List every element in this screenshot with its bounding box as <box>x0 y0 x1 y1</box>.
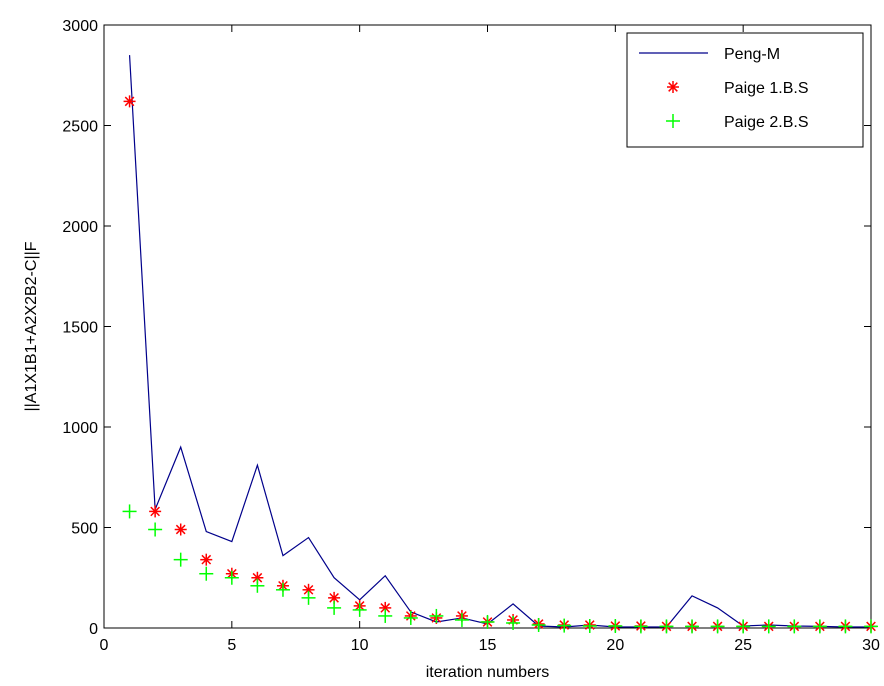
plus-marker <box>454 612 469 627</box>
y-tick-label: 500 <box>71 521 98 538</box>
x-tick-label: 30 <box>862 637 880 654</box>
x-axis-label: iteration numbers <box>426 664 550 681</box>
star-marker <box>149 505 162 518</box>
legend-plus-swatch <box>666 114 680 128</box>
y-tick-label: 0 <box>89 621 98 638</box>
plus-marker <box>736 619 751 634</box>
plus-marker <box>659 619 674 634</box>
star-marker <box>251 571 264 584</box>
legend-item: Paige 1.B.S <box>667 80 809 97</box>
y-tick-label: 2000 <box>62 219 98 236</box>
x-tick-label: 5 <box>227 637 236 654</box>
plus-marker <box>378 608 393 623</box>
legend-star-swatch <box>667 81 679 93</box>
plus-marker <box>506 615 521 630</box>
plus-marker <box>582 618 597 633</box>
star-marker <box>123 95 136 108</box>
plus-marker <box>685 619 700 634</box>
plus-marker <box>761 619 776 634</box>
legend: Peng-M Paige 1.B.S Paige 2.B.S <box>626 32 864 148</box>
plus-marker <box>250 578 265 593</box>
plus-marker <box>633 619 648 634</box>
y-tick-label: 1500 <box>62 320 98 337</box>
plus-marker <box>429 608 444 623</box>
plus-marker <box>352 602 367 617</box>
plus-marker <box>327 600 342 615</box>
plus-marker <box>838 619 853 634</box>
plus-marker <box>148 522 163 537</box>
x-tick-label: 20 <box>606 637 624 654</box>
plus-marker <box>787 619 802 634</box>
plus-marker <box>812 619 827 634</box>
plus-marker <box>557 618 572 633</box>
y-tick-label: 2500 <box>62 119 98 136</box>
y-axis-label: ||A1X1B1+A2X2B2-C||F <box>23 241 40 411</box>
star-marker <box>174 523 187 536</box>
plus-marker <box>608 618 623 633</box>
legend-label: Peng-M <box>724 46 780 63</box>
plus-marker <box>275 582 290 597</box>
plus-marker <box>864 619 878 634</box>
plus-marker <box>301 590 316 605</box>
plus-marker <box>531 617 546 632</box>
x-tick-label: 10 <box>351 637 369 654</box>
x-tick-label: 15 <box>479 637 497 654</box>
plus-marker <box>224 570 239 585</box>
plus-marker <box>480 614 495 629</box>
star-marker <box>328 591 341 604</box>
plus-marker <box>122 504 137 519</box>
plus-marker <box>403 610 418 625</box>
x-tick-label: 0 <box>100 637 109 654</box>
legend-label: Paige 2.B.S <box>724 114 809 131</box>
series-2 <box>122 504 878 634</box>
plus-marker <box>173 552 188 567</box>
legend-item: Peng-M <box>639 46 780 63</box>
plus-marker <box>199 566 214 581</box>
legend-box <box>626 32 864 148</box>
star-marker <box>200 553 213 566</box>
x-tick-label: 25 <box>734 637 752 654</box>
plus-marker <box>710 619 725 634</box>
y-tick-label: 3000 <box>62 18 98 35</box>
legend-label: Paige 1.B.S <box>724 80 809 97</box>
y-tick-label: 1000 <box>62 420 98 437</box>
legend-item: Paige 2.B.S <box>666 114 809 131</box>
